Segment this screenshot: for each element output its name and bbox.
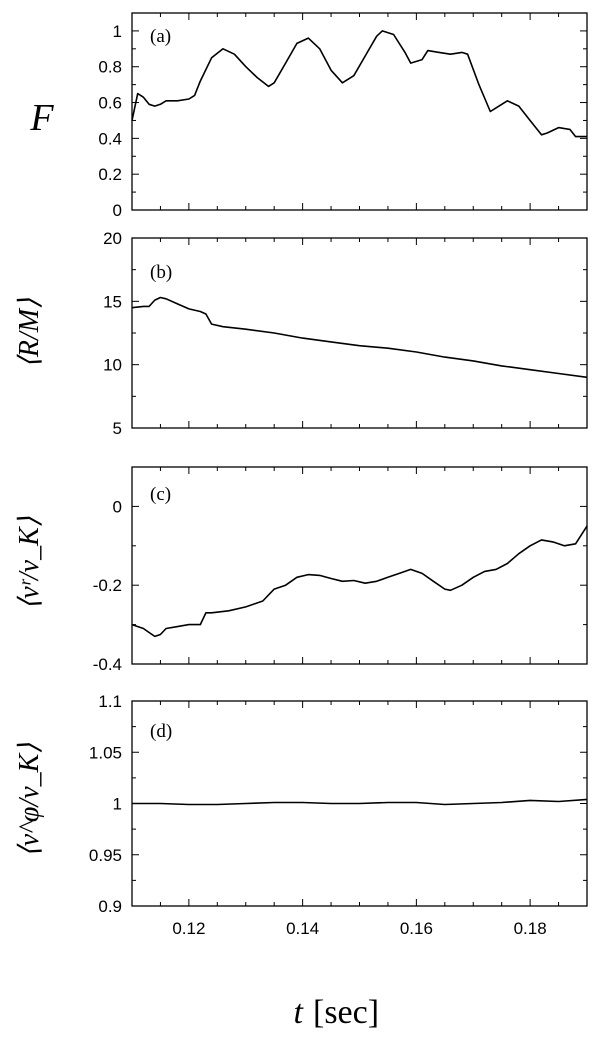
y-tick-label: 0.8 [98, 58, 122, 77]
y-axis-label: ⟨vʳ/v_K⟩ [14, 516, 45, 609]
y-tick-label: 0.2 [98, 165, 122, 184]
y-tick-label: 0 [113, 201, 122, 220]
y-axis-label: F [29, 97, 54, 139]
x-tick-label: 0.16 [400, 919, 433, 938]
data-series-line [132, 798, 588, 806]
y-tick-label: 0.95 [89, 846, 122, 865]
x-tick-label: 0.12 [172, 919, 205, 938]
x-axis-variable: t [294, 994, 305, 1031]
y-tick-label: 10 [103, 356, 122, 375]
x-tick-label: 0.18 [514, 919, 547, 938]
y-tick-label: 1.1 [98, 692, 122, 711]
y-tick-label: -0.4 [93, 655, 122, 674]
y-tick-label: 0.9 [98, 897, 122, 916]
y-tick-label: 1.05 [89, 743, 122, 762]
y-tick-label: -0.2 [93, 576, 122, 595]
panel-label: (b) [150, 262, 172, 283]
y-tick-label: 0 [113, 497, 122, 516]
data-series-line [131, 296, 588, 379]
y-tick-label: 1 [113, 22, 122, 41]
x-tick-label: 0.14 [286, 919, 319, 938]
y-tick-label: 20 [103, 229, 122, 248]
data-series-line [131, 525, 588, 638]
data-series-line [131, 30, 587, 138]
plot-frame [131, 237, 588, 429]
y-tick-label: 0.6 [98, 94, 122, 113]
plot-frame [131, 12, 588, 211]
y-tick-label: 1 [113, 795, 122, 814]
y-tick-label: 15 [103, 292, 122, 311]
panel-label: (c) [150, 484, 171, 505]
y-tick-label: 5 [113, 419, 122, 438]
y-axis-label: ⟨R/M⟩ [14, 298, 45, 368]
panel-b: 5 10 15 20 (b) ⟨R/M⟩ [14, 229, 588, 438]
panel-label: (a) [150, 26, 171, 47]
panel-c: -0.4 -0.2 0 (c) ⟨vʳ/v_K⟩ [14, 466, 588, 674]
y-tick-label: 0.4 [98, 129, 122, 148]
plot-frame [131, 466, 588, 665]
panel-d: 0.9 0.95 1 1.05 1.1 (d) ⟨v^φ/v_K⟩ [14, 692, 588, 916]
x-axis-unit: [sec] [313, 994, 379, 1031]
y-axis-label: ⟨v^φ/v_K⟩ [14, 743, 45, 858]
panels: 00.20.40.60.81 (a)F5101520(b)⟨R/M⟩-0.4-0.… [14, 12, 588, 938]
panel-label: (d) [150, 721, 172, 742]
panel-a: 0 0.2 0.4 0.6 0.8 1 (a) F [29, 12, 588, 220]
